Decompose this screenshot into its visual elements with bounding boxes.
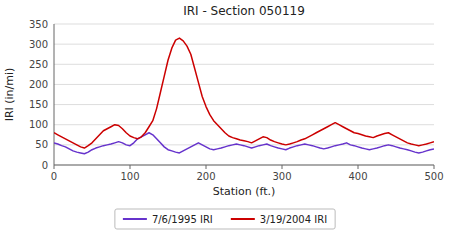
grid-line	[54, 104, 434, 105]
y-tick-label: 100	[29, 119, 48, 130]
x-tick-label: 200	[196, 171, 215, 182]
x-tick	[206, 165, 207, 169]
legend-label: 7/6/1995 IRI	[152, 214, 213, 225]
y-tick-label: 150	[29, 99, 48, 110]
x-tick-label: 100	[120, 171, 139, 182]
x-tick-label: 300	[272, 171, 291, 182]
y-tick-label: 300	[29, 39, 48, 50]
grid-line	[54, 64, 434, 65]
grid-line	[54, 24, 434, 25]
y-axis	[54, 24, 55, 165]
grid-line	[54, 44, 434, 45]
y-tick-label: 0	[42, 160, 48, 171]
legend-swatch	[231, 218, 255, 220]
grid-line	[54, 165, 434, 166]
x-axis	[54, 165, 434, 166]
y-axis-label: IRI (in/mi)	[3, 68, 16, 122]
y-tick-label: 200	[29, 79, 48, 90]
x-tick	[358, 165, 359, 169]
x-tick-label: 400	[348, 171, 367, 182]
legend-swatch	[123, 218, 147, 220]
x-tick-label: 0	[51, 171, 57, 182]
x-tick	[434, 165, 435, 169]
grid-line	[54, 124, 434, 125]
legend-label: 3/19/2004 IRI	[260, 214, 327, 225]
title: IRI - Section 050119	[183, 4, 305, 18]
x-axis-label: Station (ft.)	[213, 185, 276, 198]
line	[54, 38, 434, 148]
x-tick-label: 500	[424, 171, 443, 182]
x-tick	[130, 165, 131, 169]
legend: 7/6/1995 IRI 3/19/2004 IRI	[115, 209, 335, 229]
x-tick	[54, 165, 55, 169]
y-tick-label: 50	[35, 139, 48, 150]
lines	[54, 38, 434, 154]
legend-box	[115, 209, 335, 229]
x-tick	[282, 165, 283, 169]
grid	[54, 24, 434, 165]
y-tick-label: 350	[29, 19, 48, 30]
grid-line	[54, 84, 434, 85]
chart: IRI - Section 050119 0 50 100 150 200 250 300 35…	[0, 0, 450, 245]
y-tick-label: 250	[29, 59, 48, 70]
